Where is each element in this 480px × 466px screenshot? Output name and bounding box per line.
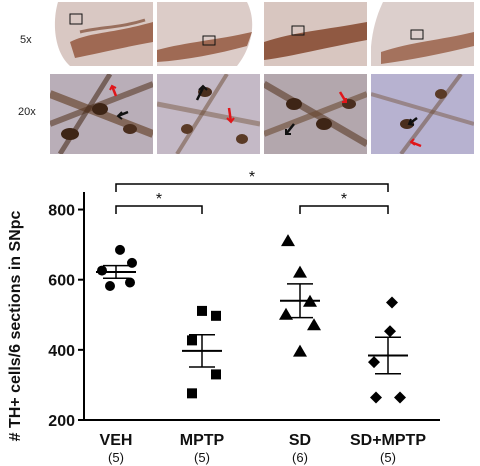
micrograph-5x-sd-mptp [371,2,474,66]
significance-label: * [341,191,347,208]
micrograph-5x-mptp [157,2,260,66]
significance-label: * [249,169,255,186]
data-point-square [211,369,221,380]
y-axis-label: # TH+ cells/6 sections in SNpc [7,211,24,442]
micrograph-20x-veh [50,74,153,154]
significance-bracket [115,183,389,192]
significance-label: * [156,191,162,208]
data-point-square [197,305,207,316]
x-tick-label: MPTP [180,432,225,449]
group-n-label: (5) [380,450,396,465]
data-point-circle [105,281,115,292]
data-point-diamond [394,391,406,404]
data-point-triangle [293,344,307,357]
data-point-square [187,388,197,399]
data-point-diamond [384,325,396,338]
magnification-label-20x: 20x [18,106,36,118]
micrograph-5x-sd [264,2,367,66]
y-tick-label: 600 [48,273,75,290]
data-point-square [187,335,197,346]
data-point-triangle [307,318,321,331]
data-point-diamond [386,296,398,309]
significance-bracket [115,205,203,214]
data-point-triangle [293,265,307,278]
data-point-square [211,310,221,321]
y-tick-label: 400 [48,343,75,360]
micrograph-20x-sd [264,74,367,154]
x-tick-label: VEH [100,432,133,449]
micrograph-5x-veh [50,2,153,66]
data-point-triangle [279,307,293,320]
group-n-label: (5) [194,450,210,465]
x-tick-label: SD+MPTP [350,432,426,449]
y-tick-label: 200 [48,413,75,430]
micrograph-20x-sd-mptp [371,74,474,154]
group-n-label: (5) [108,450,124,465]
micrograph-20x-mptp [157,74,260,154]
y-tick-label: 800 [48,203,75,220]
x-tick-label: SD [289,432,311,449]
data-point-circle [125,277,135,288]
data-point-diamond [368,356,380,369]
significance-bracket [299,205,389,214]
data-point-diamond [370,391,382,404]
data-point-circle [97,265,107,276]
data-point-circle [127,257,137,268]
magnification-label-5x: 5x [20,34,32,46]
data-point-circle [115,244,125,255]
data-point-triangle [281,234,295,247]
group-n-label: (6) [292,450,308,465]
